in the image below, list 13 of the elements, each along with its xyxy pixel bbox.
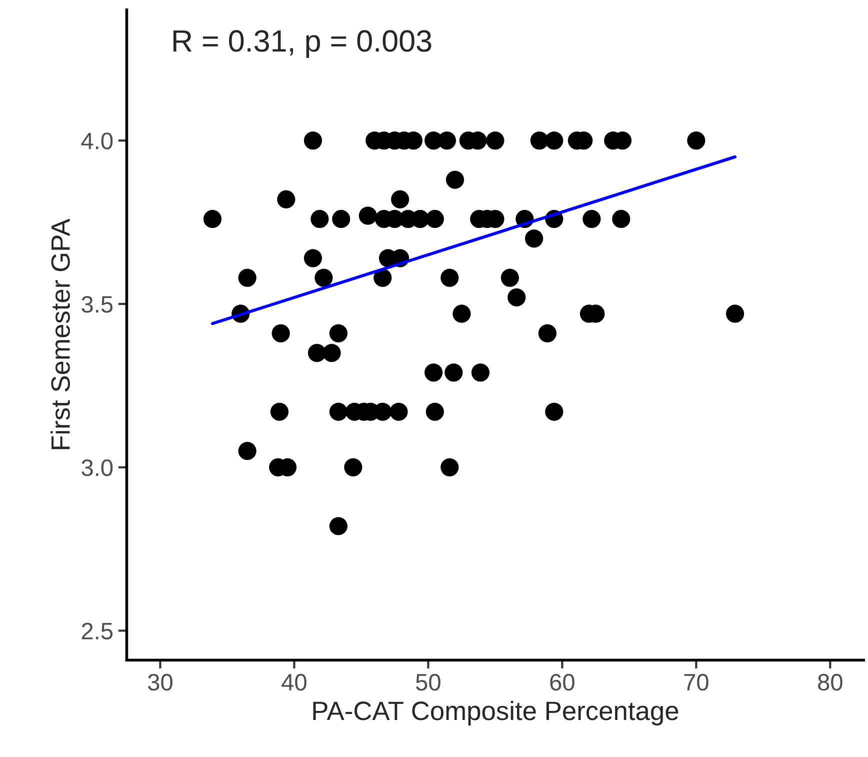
x-tick-label: 40 bbox=[282, 674, 306, 691]
x-tick-label: 70 bbox=[684, 674, 708, 691]
x-tick-label: 60 bbox=[550, 674, 574, 691]
y-axis-title: First Semester GPA bbox=[50, 218, 70, 450]
x-axis-title: PA-CAT Composite Percentage bbox=[313, 700, 678, 726]
x-tick-label: 30 bbox=[148, 674, 172, 691]
x-tick-label: 80 bbox=[818, 674, 842, 691]
y-tick-label: 4.0 bbox=[81, 132, 113, 150]
annotation: R = 0.31, p = 0.003 bbox=[173, 30, 432, 58]
x-tick-label: 50 bbox=[416, 674, 440, 691]
y-tick-label: 3.5 bbox=[82, 296, 113, 313]
y-tick-label: 3.0 bbox=[82, 459, 113, 476]
y-tick-label: 2.5 bbox=[82, 622, 113, 640]
